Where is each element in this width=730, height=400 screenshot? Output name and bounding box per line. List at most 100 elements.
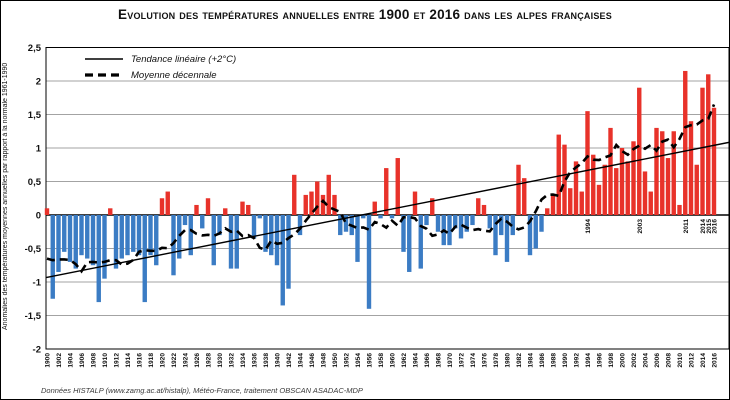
- x-tick-label: 1970: [447, 353, 454, 368]
- bar-1918: [148, 215, 153, 256]
- bar-1970: [447, 215, 452, 246]
- bar-1931: [223, 208, 228, 215]
- bar-2011: [683, 70, 688, 215]
- dashed-line-icon: [85, 73, 123, 77]
- bar-1957: [372, 201, 377, 215]
- x-tick-label: 1996: [597, 353, 604, 368]
- bar-1905: [73, 215, 78, 269]
- bar-1967: [430, 198, 435, 215]
- bar-1971: [453, 215, 458, 229]
- bar-1986: [539, 215, 544, 232]
- bar-1915: [131, 215, 136, 252]
- x-tick-label: 1998: [608, 353, 615, 368]
- annotated-year-label: 2003: [637, 219, 644, 234]
- bar-1910: [102, 215, 107, 279]
- x-tick-label: 1956: [367, 353, 374, 368]
- bar-1934: [240, 201, 245, 215]
- x-tick-label: 1936: [252, 353, 259, 368]
- bar-1909: [96, 215, 101, 303]
- x-tick-label: 2002: [631, 353, 638, 368]
- decadal-mean-line: [46, 104, 716, 274]
- x-tick-label: 1902: [56, 353, 63, 368]
- x-tick-label: 1992: [574, 353, 581, 368]
- bar-2002: [631, 141, 636, 215]
- bar-1964: [412, 191, 418, 215]
- y-tick-label: 2,5: [28, 43, 42, 54]
- annotated-year-label: 2016: [712, 219, 719, 234]
- y-tick-label: -1,5: [25, 311, 42, 322]
- trend-line: [45, 141, 729, 279]
- x-tick-label: 1910: [102, 353, 109, 368]
- bar-1955: [361, 215, 366, 219]
- bar-1935: [246, 204, 251, 215]
- source-caption: Données HISTALP (www.zamg.ac.at/histalp)…: [41, 386, 363, 395]
- x-tick-label: 2012: [689, 353, 696, 368]
- bar-2006: [654, 127, 659, 215]
- x-tick-label: 1948: [321, 353, 328, 368]
- x-tick-label: 1972: [459, 353, 466, 368]
- bar-1932: [228, 215, 234, 269]
- x-tick-label: 1962: [401, 353, 408, 368]
- x-tick-label: 2008: [666, 353, 673, 368]
- x-tick-label: 1934: [240, 353, 247, 368]
- x-tick-label: 1966: [424, 353, 431, 368]
- x-tick-label: 1912: [114, 353, 121, 368]
- bar-1950: [332, 194, 337, 215]
- bar-1916: [136, 215, 142, 256]
- bar-1985: [533, 215, 538, 249]
- y-tick-label: 0,5: [28, 177, 42, 188]
- bar-1936: [251, 215, 257, 239]
- x-tick-label: 1980: [505, 353, 512, 368]
- bar-1993: [579, 191, 584, 215]
- x-tick-label: 1930: [217, 353, 224, 368]
- annotated-year-label: 2015: [706, 219, 713, 234]
- y-tick-label: -2: [33, 345, 41, 356]
- bar-1990: [562, 144, 567, 215]
- bar-1987: [545, 208, 550, 215]
- bar-2009: [671, 131, 676, 215]
- bar-2004: [642, 171, 648, 215]
- bar-1908: [90, 215, 96, 266]
- x-tick-label: 1932: [229, 353, 236, 368]
- y-tick-label: -1: [33, 278, 42, 289]
- bar-1965: [418, 215, 423, 269]
- bar-1944: [297, 215, 303, 236]
- annotated-year-label: 1994: [585, 219, 592, 234]
- x-tick-label: 1914: [125, 353, 132, 368]
- bar-1998: [608, 127, 613, 215]
- bar-1994: [585, 111, 590, 215]
- bar-2008: [665, 158, 671, 215]
- bar-1976: [481, 204, 487, 215]
- bar-2016: [711, 107, 717, 215]
- bar-1928: [205, 198, 211, 215]
- bar-2005: [648, 191, 653, 215]
- x-tick-label: 1960: [390, 353, 397, 368]
- bar-2003: [637, 87, 642, 215]
- x-tick-label: 1950: [332, 353, 339, 368]
- bar-1988: [550, 194, 556, 215]
- bar-1914: [125, 215, 130, 256]
- x-tick-label: 1938: [263, 353, 270, 368]
- bar-2000: [619, 148, 625, 215]
- bar-1919: [154, 215, 159, 266]
- bar-1941: [280, 215, 285, 306]
- bar-2001: [625, 161, 630, 215]
- bar-1903: [62, 215, 67, 252]
- bar-1946: [309, 191, 314, 215]
- bar-2015: [706, 74, 711, 215]
- x-tick-label: 2000: [620, 353, 627, 368]
- bar-1920: [159, 198, 165, 215]
- bar-1954: [355, 215, 360, 262]
- x-tick-label: 1918: [148, 353, 155, 368]
- legend-trend-label: Tendance linéaire (+2°C): [131, 53, 237, 65]
- bar-1973: [464, 215, 469, 232]
- bar-1958: [378, 215, 383, 219]
- bar-1933: [234, 215, 239, 269]
- bar-1901: [50, 215, 55, 299]
- legend-item-decadal: Moyenne décennale: [85, 67, 236, 83]
- bar-1978: [493, 215, 498, 256]
- bar-1949: [326, 174, 331, 215]
- legend-decadal-label: Moyenne décennale: [131, 69, 217, 81]
